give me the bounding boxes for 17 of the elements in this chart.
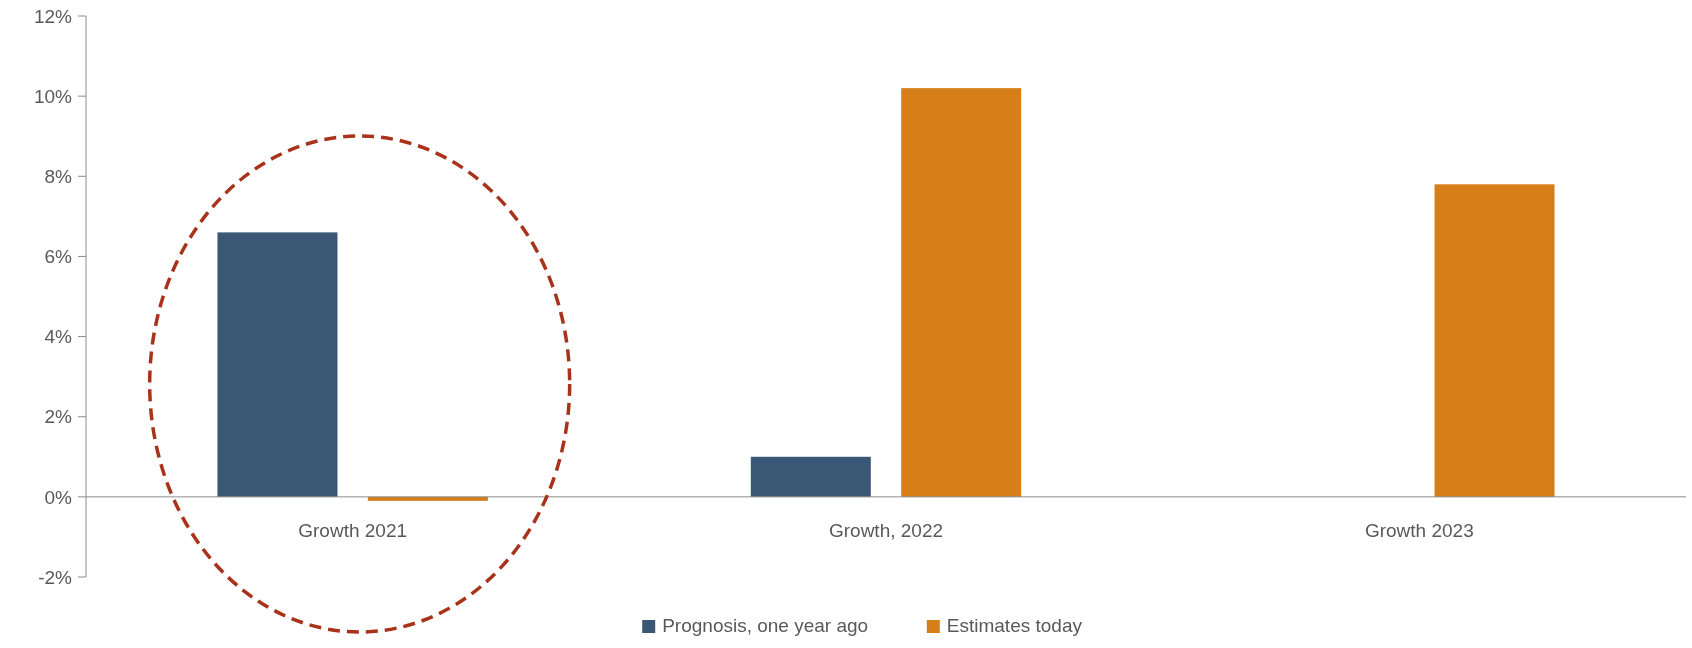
x-tick-label: Growth 2021 <box>298 519 408 541</box>
y-tick-label: 2% <box>44 406 73 428</box>
y-tick-label: 10% <box>33 85 73 107</box>
bar <box>750 456 871 497</box>
legend-label: Estimates today <box>946 615 1083 636</box>
y-tick-label: 6% <box>44 246 73 268</box>
legend-label: Prognosis, one year ago <box>662 615 869 636</box>
x-tick-label: Growth, 2022 <box>828 519 944 541</box>
y-tick-label: 12% <box>33 5 73 27</box>
y-tick-label: 8% <box>44 165 73 187</box>
y-tick-label: 4% <box>44 326 73 348</box>
y-tick-label: -2% <box>38 566 73 588</box>
x-tick-label: Growth 2023 <box>1364 519 1474 541</box>
y-tick-label: 0% <box>44 486 73 508</box>
bar <box>1434 184 1555 497</box>
bar <box>901 88 1022 497</box>
bar <box>217 232 338 497</box>
